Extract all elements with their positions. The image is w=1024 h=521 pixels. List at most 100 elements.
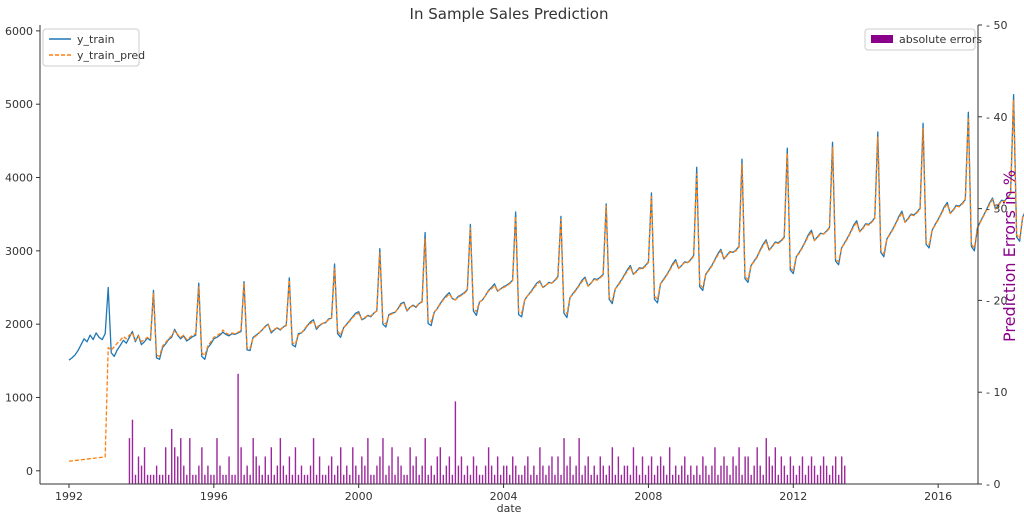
error-bar	[798, 465, 801, 484]
error-bar	[678, 474, 680, 484]
error-bar	[195, 474, 197, 484]
error-bar	[472, 456, 475, 484]
error-bar	[367, 438, 369, 484]
x-tick-label: 2012	[779, 490, 807, 503]
error-bar	[406, 474, 408, 484]
legend-right: absolute errors	[864, 28, 982, 51]
error-bar	[243, 474, 245, 484]
error-bar	[285, 474, 288, 484]
error-bar	[801, 456, 804, 484]
error-bar	[225, 474, 227, 484]
error-bar	[780, 456, 783, 484]
error-bar	[469, 474, 472, 484]
legend-left: y_train y_train_pred	[42, 28, 145, 67]
error-bar	[397, 456, 399, 484]
error-bar	[312, 438, 315, 484]
error-bar	[750, 474, 752, 484]
error-bar	[687, 474, 689, 484]
error-bar	[792, 465, 795, 484]
error-bar	[605, 474, 607, 484]
error-bar	[448, 456, 451, 484]
error-bar	[155, 465, 158, 484]
error-bar	[385, 474, 387, 484]
error-bar	[297, 474, 300, 484]
error-bar	[650, 456, 653, 484]
error-bar	[717, 474, 719, 484]
error-bar	[361, 456, 363, 484]
error-bar	[816, 474, 819, 484]
error-bar	[620, 474, 623, 484]
legend-errors-swatch	[871, 35, 893, 43]
error-bar	[533, 465, 535, 484]
error-bar	[753, 465, 755, 484]
series-lines	[68, 94, 1024, 462]
error-bar	[545, 474, 547, 484]
error-bar	[665, 474, 668, 484]
error-bar	[623, 465, 626, 484]
error-bar	[659, 456, 662, 484]
error-bar	[487, 447, 490, 484]
error-bar	[635, 465, 638, 484]
error-bar	[524, 465, 526, 484]
error-bar	[617, 456, 620, 484]
error-bar	[684, 456, 686, 484]
error-bar	[783, 465, 786, 484]
y-tick-label: 2000	[5, 318, 33, 331]
error-bar	[789, 456, 792, 484]
error-bar	[201, 447, 203, 484]
error-bar	[641, 456, 644, 484]
error-bar	[741, 474, 743, 484]
error-bar	[400, 465, 402, 484]
error-bar	[321, 474, 324, 484]
error-bar	[219, 465, 221, 484]
series-line-y-train	[68, 94, 1024, 361]
error-bar	[309, 465, 312, 484]
error-bar	[198, 465, 200, 484]
error-bar	[228, 456, 230, 484]
error-bar	[844, 465, 846, 484]
error-bar	[171, 428, 173, 484]
y2-tick-label: - 50	[986, 19, 1007, 32]
error-bar	[499, 474, 502, 484]
error-bar	[189, 438, 191, 484]
error-bar	[137, 456, 140, 484]
error-bar	[626, 465, 629, 484]
error-bar	[551, 456, 553, 484]
x-axis-ticks: 1992 1996 2000 2004 2008 2012 2016	[55, 484, 952, 503]
error-bar	[330, 456, 333, 484]
error-bar	[180, 438, 182, 484]
error-bar	[349, 474, 351, 484]
error-bar	[711, 465, 713, 484]
error-bar	[593, 465, 595, 484]
error-bar	[149, 474, 152, 484]
error-bar	[557, 456, 559, 484]
error-bar	[638, 474, 641, 484]
x-tick-label: 1996	[200, 490, 228, 503]
legend-right-frame	[864, 28, 976, 51]
error-bar	[291, 474, 294, 484]
error-bar	[681, 465, 683, 484]
error-bar	[777, 474, 780, 484]
error-bar	[632, 447, 635, 484]
error-bar	[391, 447, 393, 484]
error-bar	[566, 465, 568, 484]
error-bar	[756, 447, 758, 484]
error-bar	[720, 465, 722, 484]
error-bar	[161, 474, 164, 484]
error-bar	[370, 474, 372, 484]
error-bar	[466, 465, 469, 484]
error-bar	[732, 456, 734, 484]
error-bar	[463, 474, 466, 484]
error-bar	[376, 465, 378, 484]
y2-tick-label: - 40	[986, 111, 1007, 124]
error-bar	[747, 456, 749, 484]
error-bar	[240, 447, 242, 484]
x-tick-label: 2004	[490, 490, 518, 503]
y2-tick-label: - 30	[986, 203, 1007, 216]
error-bar	[183, 465, 185, 484]
error-bar	[744, 456, 746, 484]
error-bar	[702, 456, 704, 484]
error-bar	[445, 465, 448, 484]
error-bar	[515, 465, 517, 484]
x-tick-label: 1992	[55, 490, 83, 503]
